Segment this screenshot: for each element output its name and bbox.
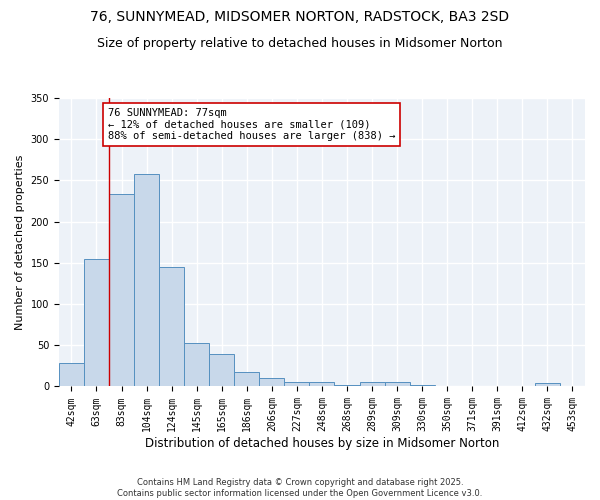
Bar (410, 385, 434, 386)
X-axis label: Distribution of detached houses by size in Midsomer Norton: Distribution of detached houses by size … (145, 437, 499, 450)
Bar (209, 354, 234, 386)
Bar (184, 343, 209, 386)
Bar (234, 372, 259, 386)
Bar (109, 194, 134, 386)
Bar (259, 378, 284, 386)
Bar (385, 382, 410, 386)
Bar (535, 383, 560, 386)
Bar (334, 385, 359, 386)
Y-axis label: Number of detached properties: Number of detached properties (15, 154, 25, 330)
Bar (284, 382, 310, 386)
Bar (159, 267, 184, 386)
Bar (134, 174, 159, 386)
Bar (84, 258, 109, 386)
Text: 76 SUNNYMEAD: 77sqm
← 12% of detached houses are smaller (109)
88% of semi-detac: 76 SUNNYMEAD: 77sqm ← 12% of detached ho… (108, 108, 395, 141)
Text: Size of property relative to detached houses in Midsomer Norton: Size of property relative to detached ho… (97, 38, 503, 51)
Text: Contains HM Land Registry data © Crown copyright and database right 2025.
Contai: Contains HM Land Registry data © Crown c… (118, 478, 482, 498)
Bar (59, 364, 84, 386)
Bar (359, 382, 385, 386)
Text: 76, SUNNYMEAD, MIDSOMER NORTON, RADSTOCK, BA3 2SD: 76, SUNNYMEAD, MIDSOMER NORTON, RADSTOCK… (91, 10, 509, 24)
Bar (310, 382, 334, 386)
